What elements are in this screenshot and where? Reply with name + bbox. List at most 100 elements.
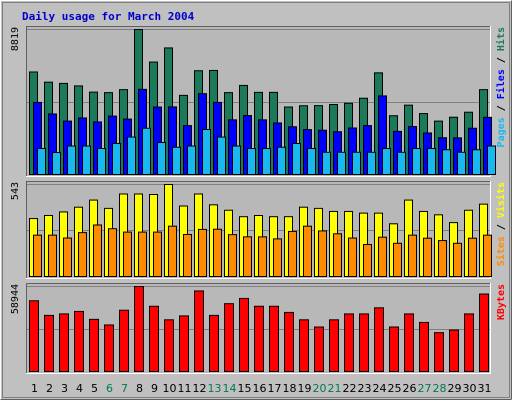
bar-sites-day-5: [93, 224, 102, 278]
bar-sites-day-4: [78, 232, 87, 277]
bar-sites-day-8: [138, 231, 147, 277]
legend: Sites / Visits: [495, 182, 507, 266]
day-label-25: 25: [388, 382, 402, 395]
bar-kbytes-day-24: [374, 307, 384, 373]
bar-sites-day-16: [258, 236, 267, 277]
panel-1: 8819 Pages / Files / Hits: [10, 26, 507, 177]
bar-sites-day-27: [423, 237, 432, 278]
panel-3: 58944 KBytes: [10, 283, 507, 374]
bar-sites-day-24: [378, 236, 387, 277]
bar-sites-day-3: [63, 237, 72, 277]
bar-sites-day-17: [273, 238, 282, 277]
bar-kbytes-day-26: [404, 313, 414, 372]
bar-sites-day-2: [48, 234, 57, 277]
bar-pages-day-5: [97, 148, 106, 176]
day-label-28: 28: [433, 382, 447, 395]
series-pages: [37, 127, 496, 176]
bar-sites-day-6: [108, 228, 117, 277]
bar-pages-day-30: [472, 149, 481, 176]
day-label-3: 3: [61, 382, 68, 395]
bar-pages-day-29: [457, 151, 466, 175]
day-label-17: 17: [268, 382, 282, 395]
bar-pages-day-26: [412, 148, 421, 176]
bar-pages-day-12: [202, 129, 211, 175]
bar-kbytes-day-13: [209, 314, 219, 373]
bar-sites-day-23: [363, 243, 372, 278]
bar-kbytes-day-20: [314, 326, 324, 373]
bar-sites-day-10: [168, 225, 177, 278]
bar-pages-day-8: [142, 127, 151, 175]
legend-: /: [496, 99, 507, 117]
bar-sites-day-19: [303, 225, 312, 278]
day-label-20: 20: [313, 382, 327, 395]
chart-title: Daily usage for March 2004: [22, 10, 195, 23]
bar-kbytes-day-11: [179, 315, 189, 373]
bar-pages-day-16: [262, 148, 271, 176]
day-label-19: 19: [298, 382, 312, 395]
bar-kbytes-day-16: [254, 305, 264, 372]
bar-kbytes-day-18: [284, 311, 294, 373]
bar-pages-day-20: [322, 151, 331, 175]
bar-kbytes-day-23: [359, 313, 369, 372]
day-label-14: 14: [223, 382, 237, 395]
bar-sites-day-22: [348, 237, 357, 277]
bar-kbytes-day-2: [44, 314, 54, 373]
bar-sites-day-18: [288, 230, 297, 277]
bar-sites-day-13: [213, 228, 222, 277]
bar-sites-day-26: [408, 234, 417, 277]
panel-2: 543 Sites / Visits: [10, 181, 507, 279]
bar-sites-day-30: [468, 237, 477, 278]
day-label-6: 6: [106, 382, 113, 395]
bar-kbytes-day-9: [149, 305, 159, 372]
bar-kbytes-day-28: [434, 332, 444, 373]
bar-kbytes-day-15: [239, 297, 249, 372]
bar-kbytes-day-25: [389, 326, 399, 373]
day-label-23: 23: [358, 382, 372, 395]
bar-pages-day-7: [127, 136, 136, 176]
bar-pages-day-24: [382, 148, 391, 176]
bar-pages-day-10: [172, 146, 181, 176]
bar-pages-day-2: [52, 152, 61, 175]
day-label-12: 12: [193, 382, 207, 395]
bar-pages-day-27: [427, 148, 436, 176]
bar-sites-day-21: [333, 233, 342, 277]
day-axis-labels: 1 2 3 4 5 6 7 8 9 10 11 12 13 14 15 16 17 18 19 20 21 22 23 24 2…: [31, 382, 492, 395]
day-label-10: 10: [163, 382, 177, 395]
bar-kbytes-day-19: [299, 319, 309, 372]
bar-kbytes-day-22: [344, 313, 354, 372]
day-label-30: 30: [463, 382, 477, 395]
bar-kbytes-day-3: [59, 313, 69, 372]
bar-kbytes-day-31: [479, 293, 489, 373]
day-label-16: 16: [253, 382, 267, 395]
bar-sites-day-15: [243, 236, 252, 277]
bar-kbytes-day-30: [464, 313, 474, 372]
bar-kbytes-day-21: [329, 319, 339, 372]
day-label-7: 7: [121, 382, 128, 395]
chart-panels: 8819 Pages / Files / Hits 543 Sites / Visit…: [10, 26, 507, 374]
bar-pages-day-18: [292, 143, 301, 175]
bar-kbytes-day-27: [419, 321, 429, 372]
bar-pages-day-21: [337, 151, 346, 175]
day-label-15: 15: [238, 382, 252, 395]
bar-kbytes-day-7: [119, 309, 129, 373]
bar-kbytes-day-17: [269, 305, 279, 372]
legend-visits: Visits: [495, 182, 507, 218]
bar-pages-day-3: [67, 145, 76, 175]
bar-kbytes-day-12: [194, 290, 204, 372]
bar-sites-day-12: [198, 228, 207, 277]
bar-sites-day-1: [33, 234, 42, 277]
bar-pages-day-17: [277, 146, 286, 176]
day-label-11: 11: [178, 382, 192, 395]
y-max-label: 58944: [10, 284, 21, 314]
y-max-label: 8819: [10, 27, 21, 51]
bar-pages-day-15: [247, 148, 256, 176]
bar-kbytes-day-5: [89, 318, 99, 372]
legend-kbytes: KBytes: [496, 284, 507, 320]
bar-pages-day-14: [232, 145, 241, 175]
bar-pages-day-28: [442, 149, 451, 176]
bar-sites-day-25: [393, 242, 402, 278]
bar-kbytes-day-14: [224, 303, 234, 372]
y-max-label: 543: [10, 182, 21, 200]
